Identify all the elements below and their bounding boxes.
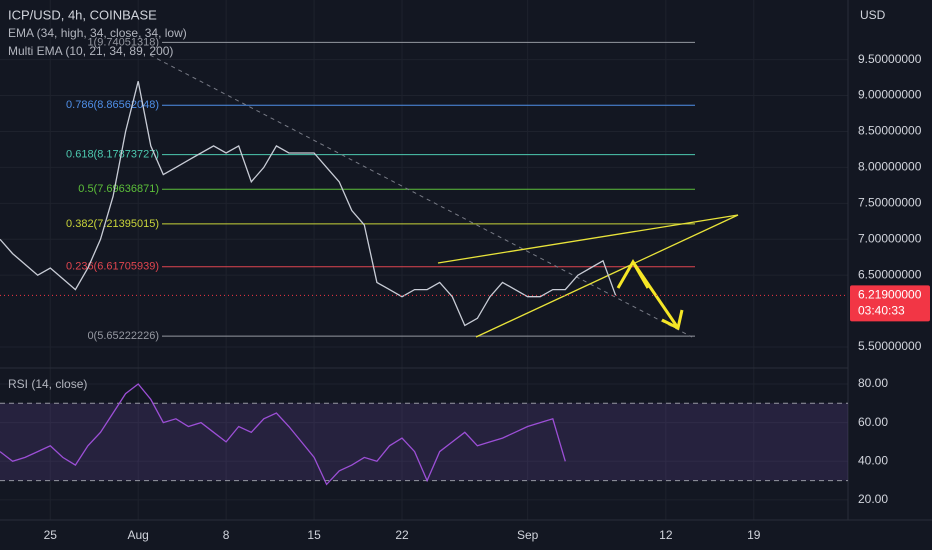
y-tick-label: 6.50000000 xyxy=(858,267,922,281)
rsi-title: RSI (14, close) xyxy=(8,377,87,391)
chart-title: ICP/USD, 4h, COINBASE xyxy=(8,7,157,22)
fib-label: 0(5.65222226) xyxy=(87,330,159,342)
x-tick-label: 8 xyxy=(223,528,230,542)
wedge-line xyxy=(475,214,739,338)
x-tick-label: 12 xyxy=(659,528,673,542)
y-tick-label: 40.00 xyxy=(858,453,888,467)
indicator-label: Multi EMA (10, 21, 34, 89, 200) xyxy=(8,44,173,58)
fib-label: 1(9.74051318) xyxy=(87,36,159,48)
fib-label: 0.236(6.61705939) xyxy=(66,261,159,273)
drawings xyxy=(0,41,848,482)
y-tick-label: 9.50000000 xyxy=(858,52,922,66)
indicator-label: EMA (34, high, 34, close, 34, low) xyxy=(8,26,187,40)
fib-label: 0.618(8.17873727) xyxy=(66,148,159,160)
grid xyxy=(0,0,848,520)
countdown: 03:40:33 xyxy=(858,304,905,318)
price-line xyxy=(0,81,617,327)
arrow xyxy=(631,261,680,329)
arrow xyxy=(661,309,684,331)
y-tick-label: 8.00000000 xyxy=(858,160,922,174)
x-tick-label: 22 xyxy=(395,528,409,542)
y-tick-label: 20.00 xyxy=(858,492,888,506)
y-tick-label: 60.00 xyxy=(858,415,888,429)
y-tick-label: 7.50000000 xyxy=(858,196,922,210)
y-tick-label: 7.00000000 xyxy=(858,231,922,245)
last-price-box xyxy=(850,285,930,322)
y-tick-label: 5.50000000 xyxy=(858,339,922,353)
last-price-label: 6.21900000 xyxy=(858,288,922,302)
x-tick-label: 19 xyxy=(747,528,761,542)
fib-label: 0.382(7.21395015) xyxy=(66,218,159,230)
fib-label: 0.786(8.86562048) xyxy=(66,99,159,111)
fib-label: 0.5(7.69636871) xyxy=(78,183,159,195)
trendline xyxy=(149,54,693,338)
x-tick-label: 15 xyxy=(307,528,321,542)
x-tick-label: Sep xyxy=(517,528,539,542)
x-tick-label: Aug xyxy=(128,528,149,542)
y-tick-label: 80.00 xyxy=(858,376,888,390)
y-tick-label: 8.50000000 xyxy=(858,124,922,138)
wedge-line xyxy=(437,214,739,264)
y-tick-label: 9.00000000 xyxy=(858,88,922,102)
rsi-band xyxy=(0,403,848,481)
rsi-line xyxy=(0,383,566,486)
axis-unit: USD xyxy=(860,8,886,22)
x-tick-label: 25 xyxy=(44,528,58,542)
